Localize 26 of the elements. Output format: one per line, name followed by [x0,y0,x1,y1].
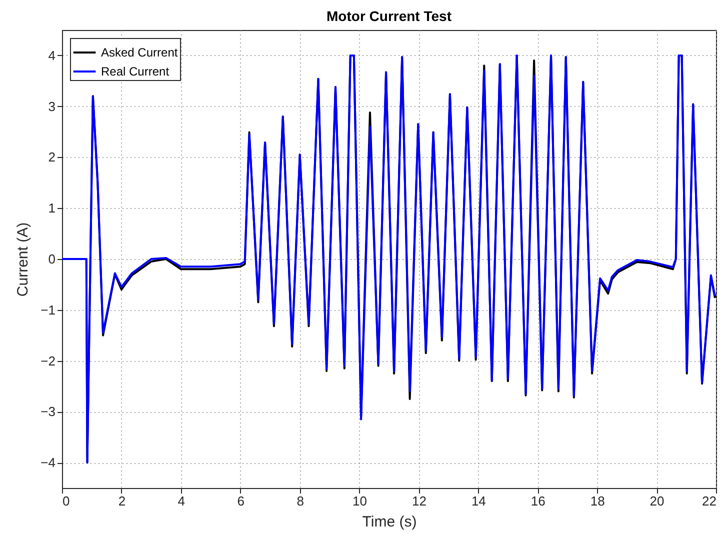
y-tick-label: 3 [48,98,56,114]
chart-title: Motor Current Test [326,8,452,24]
y-tick-label: 1 [48,200,56,216]
y-axis-title: Current (A) [14,222,32,297]
x-tick-label: 16 [530,494,546,508]
legend-label: Asked Current [101,46,178,60]
x-tick-label: 0 [62,494,70,508]
y-tick-label: −3 [40,404,56,420]
x-tick-label: 12 [412,494,426,508]
x-axis-title: Time (s) [362,514,417,530]
legend-label: Real Current [101,64,170,78]
x-tick-label: 6 [237,494,244,508]
x-tick-label: 4 [178,494,186,508]
y-tick-label: −2 [40,353,56,368]
x-tick-label: 22 [702,494,716,508]
y-tick-label: −4 [40,455,56,470]
x-tick-label: 10 [352,494,368,508]
x-tick-label: 18 [590,494,605,508]
y-tick-label: 0 [48,252,56,266]
x-tick-label: 14 [471,494,486,508]
x-tick-label: 20 [650,494,664,508]
x-tick-label: 8 [296,494,304,508]
x-tick-label: 2 [118,494,126,508]
y-tick-label: 2 [48,150,56,165]
y-tick-label: 4 [48,48,56,63]
y-tick-label: −1 [40,302,56,318]
